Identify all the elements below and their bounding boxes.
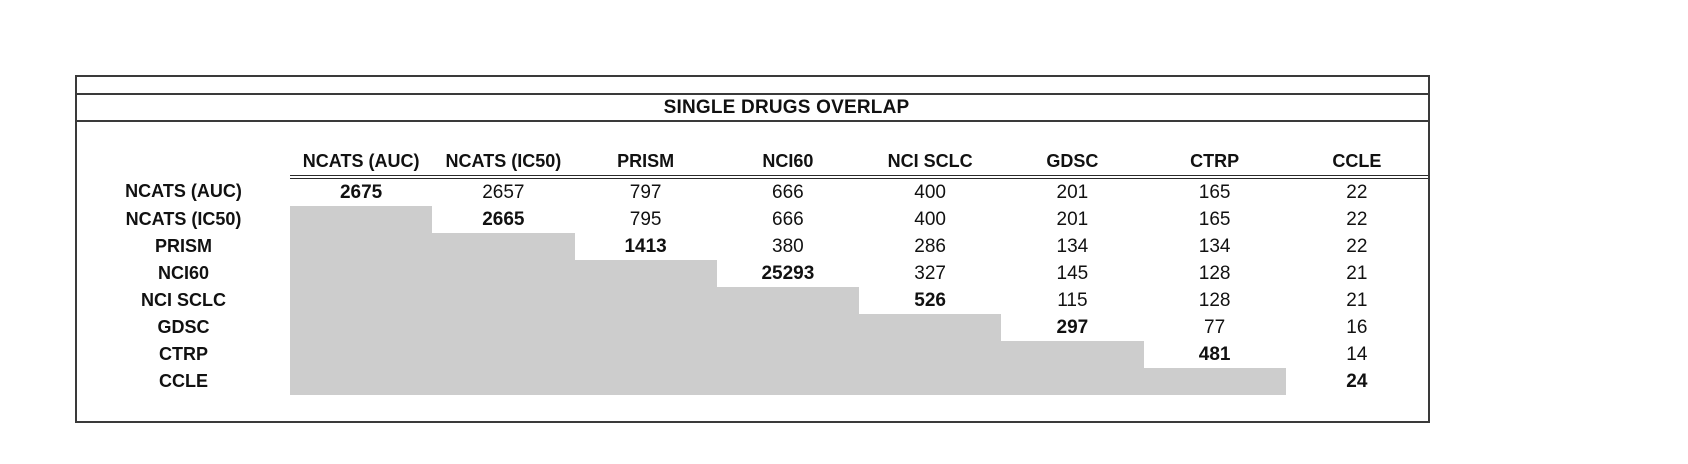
diagonal-cell: 481 <box>1198 343 1231 365</box>
table-row: PRISM 1413 380 286 134 134 22 <box>77 233 1428 260</box>
row-label-nci60: NCI60 <box>157 263 210 283</box>
matrix-header: NCATS (AUC) NCATS (IC50) PRISM NCI60 NCI SCL… <box>77 148 1428 179</box>
matrix-cell: 666 <box>772 181 804 203</box>
row-label-ncats-auc: NCATS (AUC) <box>125 181 242 201</box>
matrix-cell: 21 <box>1346 262 1368 284</box>
matrix-cell: 22 <box>1346 208 1368 230</box>
table-row: CCLE 24 <box>77 368 1428 395</box>
corner-cell <box>77 148 290 177</box>
matrix-cell: 797 <box>629 181 662 203</box>
diagonal-cell: 526 <box>914 289 946 311</box>
matrix-cell: 22 <box>1346 235 1368 257</box>
matrix-cell: 22 <box>1346 181 1368 203</box>
column-header-gdsc: GDSC <box>1001 148 1144 179</box>
matrix-cell: 77 <box>1204 316 1226 338</box>
shaded-cell <box>432 233 575 260</box>
matrix-cell: 666 <box>772 208 804 230</box>
matrix-cell: 400 <box>914 208 946 230</box>
table-row: NCI60 25293 327 145 128 21 <box>77 260 1428 287</box>
matrix-cell: 201 <box>1056 208 1089 230</box>
shaded-cell <box>432 260 575 287</box>
shaded-cell <box>716 314 859 341</box>
shaded-cell <box>290 314 433 341</box>
matrix-cell: 21 <box>1346 289 1368 311</box>
shaded-cell <box>574 287 717 314</box>
matrix-cell: 795 <box>629 208 662 230</box>
row-label-ccle: CCLE <box>159 371 208 391</box>
column-header-nci60: NCI60 <box>716 148 859 179</box>
column-header-nci-sclc: NCI SCLC <box>859 148 1002 179</box>
shaded-cell <box>1143 368 1286 395</box>
column-header-prism: PRISM <box>574 148 717 179</box>
diagonal-cell: 297 <box>1056 316 1089 338</box>
shaded-cell <box>290 368 433 395</box>
shaded-cell <box>432 287 575 314</box>
diagonal-cell: 24 <box>1346 370 1368 392</box>
shaded-cell <box>290 206 433 233</box>
row-label-ctrp: CTRP <box>159 344 208 364</box>
row-label-prism: PRISM <box>154 236 212 256</box>
shaded-cell <box>290 260 433 287</box>
column-header-ccle: CCLE <box>1285 148 1428 179</box>
overlap-matrix-table: NCATS (AUC) NCATS (IC50) PRISM NCI60 NCI SCL… <box>77 148 1428 395</box>
matrix-cell: 14 <box>1346 343 1368 365</box>
shaded-cell <box>574 341 717 368</box>
matrix-cell: 286 <box>914 235 946 257</box>
matrix-cell: 134 <box>1056 235 1089 257</box>
shaded-cell <box>432 314 575 341</box>
column-header-ncats-ic50: NCATS (IC50) <box>432 148 575 179</box>
matrix-cell: 128 <box>1198 289 1231 311</box>
shaded-cell <box>290 341 433 368</box>
table-title-row: SINGLE DRUGS OVERLAP <box>77 95 1428 122</box>
shaded-cell <box>574 314 717 341</box>
diagonal-cell: 2675 <box>339 181 383 203</box>
header-row: NCATS (AUC) NCATS (IC50) PRISM NCI60 NCI SCL… <box>77 148 1428 179</box>
shaded-cell <box>432 368 575 395</box>
row-label-nci-sclc: NCI SCLC <box>141 290 226 310</box>
table-title: SINGLE DRUGS OVERLAP <box>663 96 910 118</box>
matrix-cell: 2657 <box>482 181 525 203</box>
table-row: CTRP 481 14 <box>77 341 1428 368</box>
shaded-cell <box>574 368 717 395</box>
shaded-cell <box>859 341 1002 368</box>
diagonal-cell: 1413 <box>624 235 667 257</box>
shaded-cell <box>716 368 859 395</box>
matrix-cell: 16 <box>1346 316 1368 338</box>
matrix-body: NCATS (AUC) 2675 2657 797 666 400 201 165 22 NCAT… <box>77 177 1428 395</box>
matrix-cell: 134 <box>1198 235 1231 257</box>
shaded-cell <box>290 233 433 260</box>
matrix-cell: 128 <box>1198 262 1231 284</box>
table-row: NCATS (AUC) 2675 2657 797 666 400 201 165 22 <box>77 177 1428 206</box>
column-header-ncats-auc: NCATS (AUC) <box>290 148 433 179</box>
table-row: NCATS (IC50) 2665 795 666 400 201 165 22 <box>77 206 1428 233</box>
diagonal-cell: 25293 <box>761 262 815 284</box>
empty-top-strip <box>77 77 1428 95</box>
shaded-cell <box>432 341 575 368</box>
shaded-cell <box>1001 341 1144 368</box>
column-header-ctrp: CTRP <box>1143 148 1286 179</box>
shaded-cell <box>716 341 859 368</box>
table-row: GDSC 297 77 16 <box>77 314 1428 341</box>
table-row: NCI SCLC 526 115 128 21 <box>77 287 1428 314</box>
shaded-cell <box>716 287 859 314</box>
matrix-cell: 400 <box>914 181 946 203</box>
diagonal-cell: 2665 <box>482 208 525 230</box>
matrix-cell: 201 <box>1056 181 1089 203</box>
matrix-cell: 145 <box>1056 262 1089 284</box>
shaded-cell <box>574 260 717 287</box>
matrix-cell: 380 <box>772 235 804 257</box>
matrix-cell: 165 <box>1198 208 1231 230</box>
row-label-gdsc: GDSC <box>157 317 210 337</box>
shaded-cell <box>859 314 1002 341</box>
matrix-cell: 165 <box>1198 181 1231 203</box>
shaded-cell <box>290 287 433 314</box>
shaded-cell <box>859 368 1002 395</box>
matrix-cell: 327 <box>914 262 946 284</box>
overlap-table-frame: SINGLE DRUGS OVERLAP NCATS (AUC) NCATS (I… <box>75 75 1430 423</box>
matrix-cell: 115 <box>1057 289 1088 311</box>
shaded-cell <box>1001 368 1144 395</box>
row-label-ncats-ic50: NCATS (IC50) <box>125 209 242 229</box>
